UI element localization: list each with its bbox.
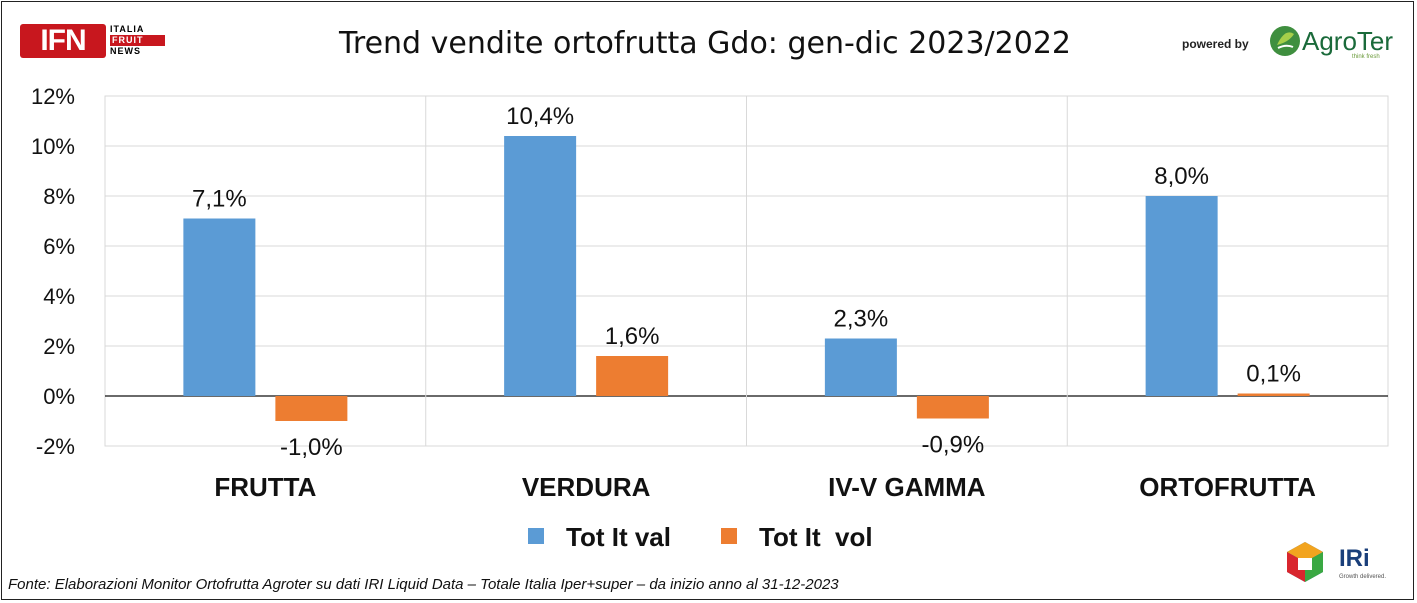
bars: [183, 136, 1310, 421]
legend-item-series-1: Tot It val: [528, 522, 671, 553]
bar-vol-ortofrutta: [1237, 393, 1310, 396]
data-label: -1,0%: [280, 434, 343, 461]
data-label: -0,9%: [922, 432, 985, 459]
x-category-label: ORTOFRUTTA: [1139, 472, 1316, 502]
y-tick-label: 2%: [43, 334, 75, 359]
x-category-label: IV-V GAMMA: [828, 472, 986, 502]
legend-label-series-1: Tot It val: [566, 522, 671, 552]
bar-vol-frutta: [275, 396, 348, 421]
ifn-logo-line1: ITALIA: [110, 24, 145, 34]
y-tick-label: 4%: [43, 284, 75, 309]
data-label: 8,0%: [1154, 163, 1209, 190]
iri-logo-icon: [1287, 542, 1323, 582]
y-axis-ticks: -2% 0% 2% 4% 6% 8% 10% 12%: [31, 84, 75, 459]
legend-label-series-2: Tot It vol: [759, 522, 873, 552]
legend-swatch-series-1: [528, 528, 544, 545]
ifn-logo-line3: NEWS: [110, 46, 141, 56]
bar-val-verdura: [504, 136, 577, 396]
category-labels: FRUTTA VERDURA IV-V GAMMA ORTOFRUTTA: [214, 472, 1316, 502]
data-label: 1,6%: [605, 323, 660, 350]
bar-val-frutta: [183, 218, 256, 396]
data-label: 10,4%: [506, 103, 574, 130]
ifn-logo: IFN ITALIA FRUIT NEWS: [20, 24, 165, 60]
powered-by-label: powered by: [1182, 37, 1249, 51]
ifn-logo-line2: FRUIT: [110, 35, 165, 46]
chart-title: Trend vendite ortofrutta Gdo: gen-dic 20…: [339, 26, 1071, 61]
iri-logo-name: IRi: [1339, 545, 1370, 572]
y-tick-label: -2%: [36, 434, 75, 459]
source-note: Fonte: Elaborazioni Monitor Ortofrutta A…: [8, 576, 839, 593]
y-tick-label: 0%: [43, 384, 75, 409]
data-labels: 7,1% -1,0% 10,4% 1,6% 2,3% -0,9% 8,0% 0,1%: [192, 103, 1301, 461]
legend-item-series-2: Tot It vol: [721, 522, 873, 553]
agroter-logo-tagline: think fresh: [1352, 54, 1380, 60]
y-tick-label: 8%: [43, 184, 75, 209]
data-label: 0,1%: [1246, 361, 1301, 388]
x-category-label: FRUTTA: [214, 472, 316, 502]
y-tick-label: 6%: [43, 234, 75, 259]
ifn-logo-mark: IFN: [20, 24, 106, 58]
legend-swatch-series-2: [721, 528, 737, 545]
iri-logo-tagline: Growth delivered.: [1339, 574, 1387, 580]
y-tick-label: 12%: [31, 84, 75, 109]
bar-vol-verdura: [596, 356, 669, 396]
x-category-label: VERDURA: [522, 472, 651, 502]
data-label: 7,1%: [192, 186, 247, 213]
y-tick-label: 10%: [31, 134, 75, 159]
agroter-logo-icon: [1270, 26, 1300, 56]
bar-val-iv-v-gamma: [824, 338, 897, 396]
bar-vol-iv-v-gamma: [916, 396, 989, 419]
bar-val-ortofrutta: [1145, 196, 1218, 396]
data-label: 2,3%: [834, 306, 889, 333]
ifn-logo-text: ITALIA FRUIT NEWS: [110, 24, 165, 57]
agroter-logo-name: AgroTer: [1302, 26, 1394, 56]
